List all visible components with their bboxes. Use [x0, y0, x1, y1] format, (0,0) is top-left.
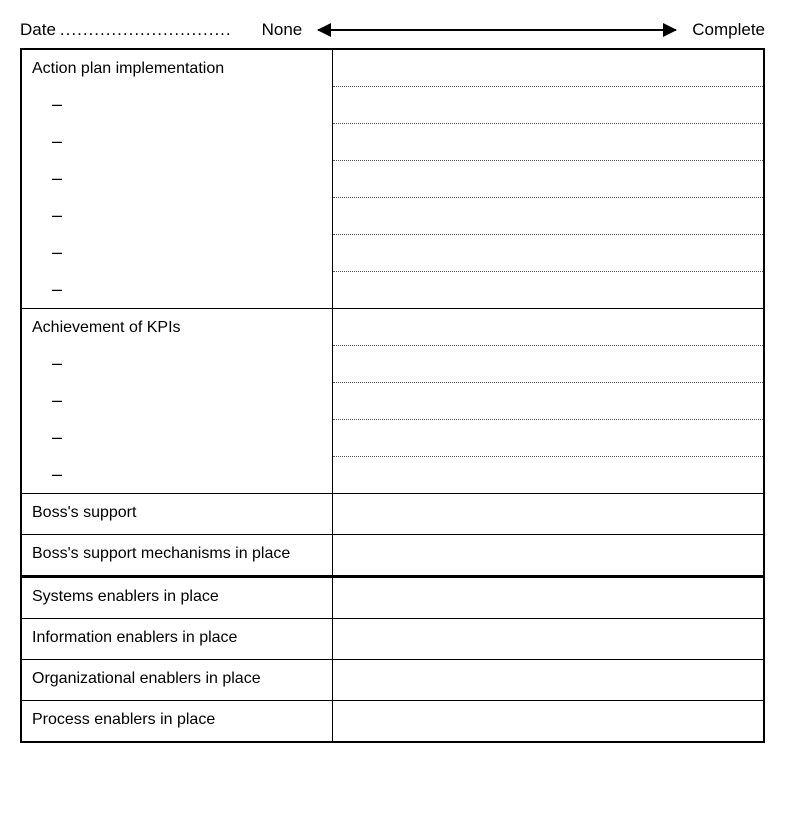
section1-bullet-row: –	[21, 234, 764, 271]
row-label: Systems enablers in place	[22, 578, 332, 616]
section2-title-row: Achievement of KPIs	[21, 308, 764, 345]
row-label: Boss's support	[22, 494, 332, 532]
scale-cell	[333, 86, 763, 123]
bullet-dash: –	[22, 345, 332, 381]
simple-row: Boss's support	[21, 494, 764, 535]
bullet-dash: –	[22, 86, 332, 122]
scale-cell	[333, 382, 763, 419]
scale-cell	[333, 50, 763, 86]
scale-cell	[333, 234, 763, 271]
simple-row: Organizational enablers in place	[21, 660, 764, 701]
scale-cell	[333, 160, 763, 197]
scale-cell	[333, 494, 765, 535]
section2-title: Achievement of KPIs	[22, 308, 332, 343]
section1-bullet-row: –	[21, 123, 764, 160]
section2-bullet-row: –	[21, 382, 764, 419]
section2-bullet-row: –	[21, 419, 764, 456]
scale-cell	[333, 345, 763, 382]
section2-bullet-row: –	[21, 456, 764, 494]
double-arrow-icon	[318, 29, 676, 31]
section1-title: Action plan implementation	[22, 50, 332, 84]
date-label: Date	[20, 20, 56, 40]
section1-bullet-row: –	[21, 160, 764, 197]
bullet-dash: –	[22, 271, 332, 307]
scale-cell	[333, 197, 763, 234]
simple-row: Boss's support mechanisms in place	[21, 535, 764, 577]
scale-cell	[333, 577, 765, 619]
simple-row: Information enablers in place	[21, 619, 764, 660]
row-label: Information enablers in place	[22, 619, 332, 657]
bullet-dash: –	[22, 419, 332, 455]
scale-cell	[333, 271, 763, 308]
scale-cell	[333, 308, 763, 345]
section1-bullet-row: –	[21, 86, 764, 123]
form-container: Date .............................. None…	[20, 20, 765, 743]
scale-label-complete: Complete	[692, 20, 765, 40]
simple-row: Systems enablers in place	[21, 577, 764, 619]
scale-label-none: None	[262, 20, 303, 40]
scale-cell	[333, 123, 763, 160]
bullet-dash: –	[22, 234, 332, 270]
bullet-dash: –	[22, 123, 332, 159]
row-label: Boss's support mechanisms in place	[22, 535, 332, 573]
simple-row: Process enablers in place	[21, 701, 764, 743]
section1-title-row: Action plan implementation	[21, 49, 764, 86]
bullet-dash: –	[22, 197, 332, 233]
row-label: Organizational enablers in place	[22, 660, 332, 698]
bullet-dash: –	[22, 160, 332, 196]
section1-bullet-row: –	[21, 197, 764, 234]
bullet-dash: –	[22, 382, 332, 418]
scale-cell	[333, 619, 765, 660]
assessment-table: Action plan implementation – – – – – –	[20, 48, 765, 743]
scale-cell	[333, 701, 765, 743]
row-label: Process enablers in place	[22, 701, 332, 739]
section1-bullet-row: –	[21, 271, 764, 308]
date-fill-line: ..............................	[60, 20, 232, 40]
bullet-dash: –	[22, 456, 332, 492]
header-row: Date .............................. None…	[20, 20, 765, 40]
section2-bullet-row: –	[21, 345, 764, 382]
scale-cell	[333, 419, 763, 456]
scale-header: None Complete	[262, 20, 765, 40]
scale-cell	[333, 535, 765, 577]
scale-cell	[333, 456, 763, 493]
scale-cell	[333, 660, 765, 701]
